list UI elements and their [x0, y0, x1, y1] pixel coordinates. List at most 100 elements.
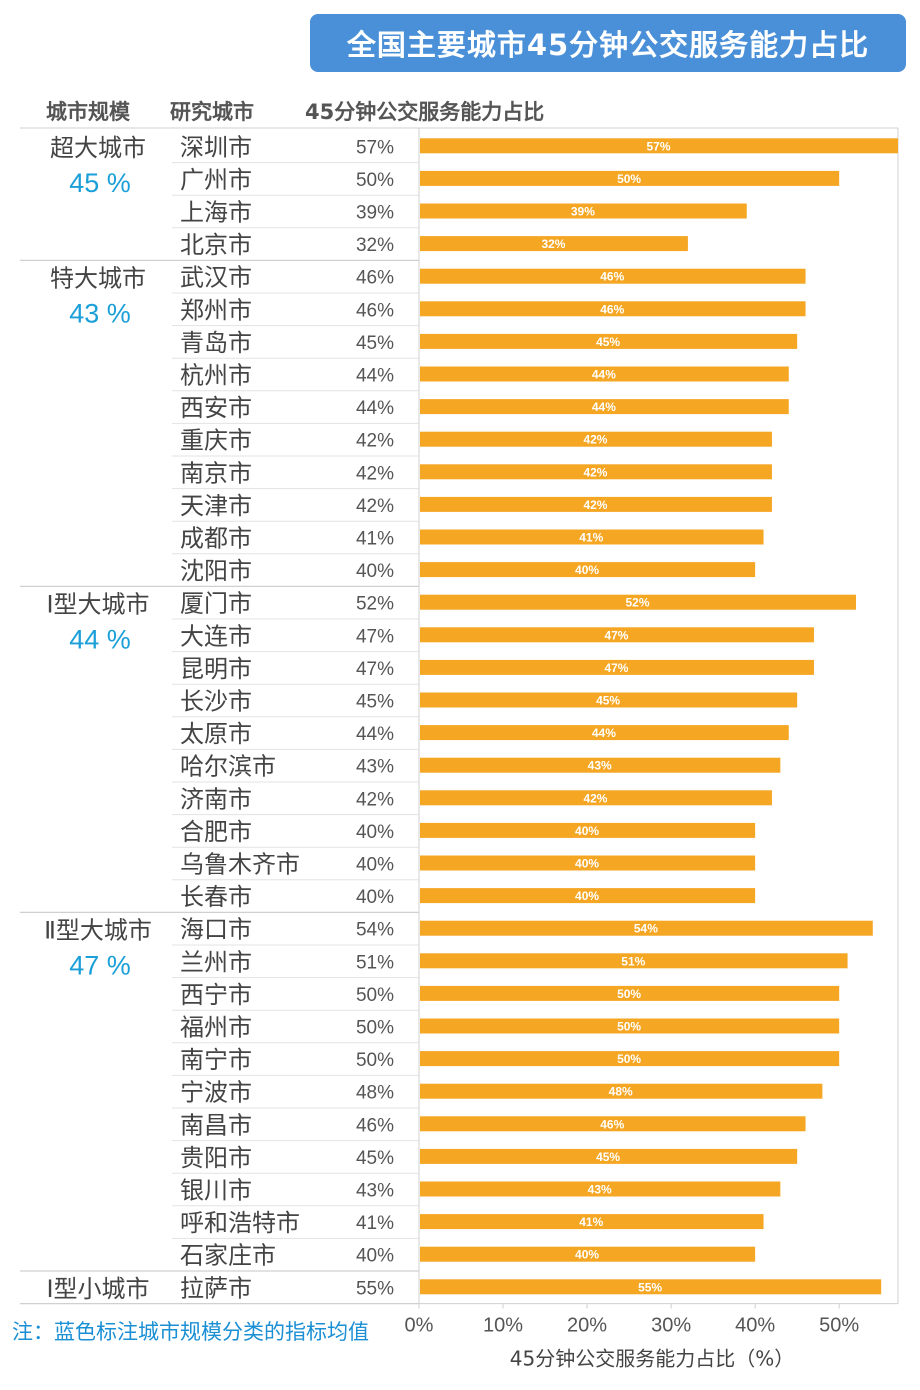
- value-label: 45%: [356, 1148, 394, 1169]
- city-label: 昆明市: [180, 655, 252, 683]
- bar-西宁市: [420, 985, 840, 1001]
- bar-data-label: 41%: [579, 531, 603, 545]
- group-label: 超大城市: [50, 134, 146, 162]
- x-tick-label: 0%: [405, 1315, 434, 1337]
- x-tick-label: 50%: [819, 1315, 859, 1337]
- bar-南京市: [420, 464, 772, 480]
- x-axis-title: 45分钟公交服务能力占比（%）: [510, 1347, 794, 1371]
- value-label: 41%: [356, 1213, 394, 1234]
- bar-深圳市: [420, 138, 898, 154]
- city-label: 厦门市: [180, 590, 252, 618]
- value-label: 47%: [356, 659, 394, 680]
- bar-data-label: 43%: [588, 759, 612, 773]
- bar-data-label: 32%: [541, 237, 565, 251]
- bar-data-label: 46%: [600, 270, 624, 284]
- header-city-scale: 城市规模: [46, 100, 130, 124]
- group-mean-label: 44 %: [69, 624, 131, 654]
- bar-大连市: [420, 627, 814, 643]
- value-label: 46%: [356, 300, 394, 321]
- value-label: 50%: [356, 1018, 394, 1039]
- value-label: 46%: [356, 1115, 394, 1136]
- group-mean-label: 43 %: [69, 298, 131, 328]
- bar-哈尔滨市: [420, 757, 781, 773]
- bar-data-label: 46%: [600, 1117, 624, 1131]
- bar-成都市: [420, 529, 764, 545]
- bar-厦门市: [420, 594, 856, 610]
- value-label: 39%: [356, 203, 394, 224]
- city-label: 南宁市: [180, 1046, 252, 1074]
- city-label: 太原市: [180, 720, 252, 748]
- value-label: 48%: [356, 1083, 394, 1104]
- group-label: Ⅰ型大城市: [46, 590, 149, 618]
- value-label: 50%: [356, 170, 394, 191]
- city-label: 南昌市: [180, 1111, 252, 1139]
- bar-海口市: [420, 920, 873, 936]
- bar-武汉市: [420, 268, 806, 284]
- value-label: 40%: [356, 822, 394, 843]
- value-label: 41%: [356, 529, 394, 550]
- bar-合肥市: [420, 822, 756, 838]
- value-label: 47%: [356, 626, 394, 647]
- bar-沈阳市: [420, 562, 756, 578]
- bar-杭州市: [420, 366, 789, 382]
- value-label: 55%: [356, 1278, 394, 1299]
- bar-郑州市: [420, 301, 806, 317]
- bar-青岛市: [420, 333, 798, 349]
- value-label: 45%: [356, 692, 394, 713]
- city-label: 贵阳市: [180, 1144, 252, 1172]
- bar-data-label: 40%: [575, 857, 599, 871]
- city-label: 石家庄市: [180, 1242, 276, 1270]
- value-label: 42%: [356, 463, 394, 484]
- bar-data-label: 44%: [592, 400, 616, 414]
- value-label: 43%: [356, 1181, 394, 1202]
- bar-data-label: 39%: [571, 205, 595, 219]
- bar-data-label: 44%: [592, 726, 616, 740]
- value-label: 40%: [356, 887, 394, 908]
- city-label: 海口市: [180, 916, 252, 944]
- city-label: 深圳市: [180, 133, 252, 161]
- city-label: 拉萨市: [180, 1274, 252, 1302]
- city-label: 上海市: [180, 199, 252, 227]
- bar-长沙市: [420, 692, 798, 708]
- city-label: 乌鲁木齐市: [180, 851, 300, 879]
- city-label: 长春市: [180, 883, 252, 911]
- bar-南宁市: [420, 1051, 840, 1067]
- bar-data-label: 55%: [638, 1280, 662, 1294]
- bar-北京市: [420, 236, 688, 252]
- bar-拉萨市: [420, 1279, 882, 1295]
- city-label: 银川市: [180, 1177, 252, 1205]
- city-label: 西宁市: [180, 981, 252, 1009]
- x-tick-label: 40%: [735, 1315, 775, 1337]
- value-label: 32%: [356, 235, 394, 256]
- value-label: 51%: [356, 952, 394, 973]
- city-label: 沈阳市: [180, 557, 252, 585]
- bar-data-label: 48%: [609, 1085, 633, 1099]
- value-label: 43%: [356, 757, 394, 778]
- bar-data-label: 51%: [621, 954, 645, 968]
- city-label: 成都市: [180, 525, 252, 553]
- bar-data-label: 47%: [604, 661, 628, 675]
- bar-data-label: 45%: [596, 335, 620, 349]
- bar-南昌市: [420, 1116, 806, 1132]
- city-label: 济南市: [180, 785, 252, 813]
- bar-data-label: 42%: [583, 791, 607, 805]
- bar-长春市: [420, 888, 756, 904]
- city-label: 西安市: [180, 394, 252, 422]
- city-label: 呼和浩特市: [180, 1209, 300, 1237]
- value-label: 44%: [356, 366, 394, 387]
- city-label: 大连市: [180, 622, 252, 650]
- bar-贵阳市: [420, 1148, 798, 1164]
- city-label: 哈尔滨市: [180, 753, 276, 781]
- group-label: Ⅱ型大城市: [44, 916, 152, 944]
- bar-data-label: 40%: [575, 824, 599, 838]
- bar-data-label: 40%: [575, 889, 599, 903]
- value-label: 42%: [356, 789, 394, 810]
- title-banner: 全国主要城市45分钟公交服务能力占比: [310, 14, 906, 72]
- group-mean-label: 45 %: [69, 168, 131, 198]
- city-label: 兰州市: [180, 948, 252, 976]
- value-label: 46%: [356, 268, 394, 289]
- bar-data-label: 42%: [583, 498, 607, 512]
- bar-太原市: [420, 725, 789, 741]
- bar-西安市: [420, 399, 789, 415]
